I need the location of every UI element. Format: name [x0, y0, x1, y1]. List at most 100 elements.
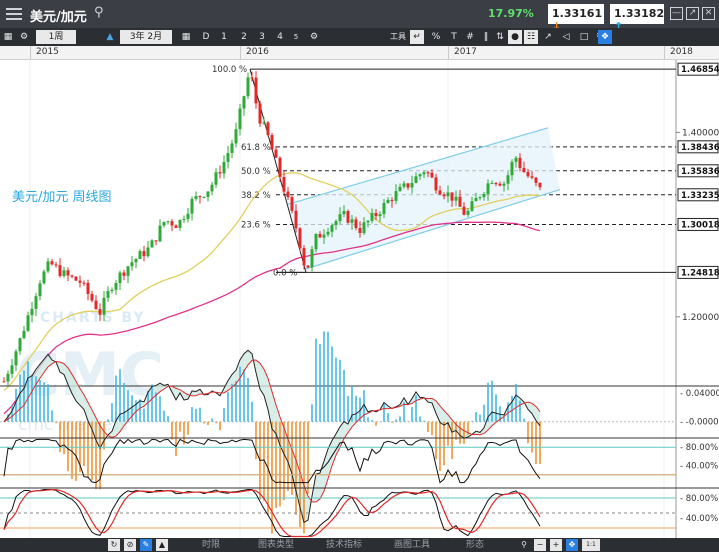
candle-body	[398, 186, 402, 192]
calendar-icon[interactable]: ▦	[181, 32, 191, 42]
ask-price-button[interactable]: 1.33182 ↑	[610, 4, 665, 33]
candle-body	[310, 249, 314, 268]
zoom-icon[interactable]: ⚲	[521, 540, 527, 549]
tools-label[interactable]: 工具	[390, 32, 406, 41]
candle-body	[66, 270, 70, 276]
zoom-out-icon[interactable]: −	[534, 539, 546, 551]
text-icon[interactable]: T	[451, 32, 457, 42]
fit-icon[interactable]: ✥	[566, 539, 578, 551]
candle-body	[102, 297, 106, 315]
price-level-label: 1.46854	[681, 65, 719, 75]
candle-body	[366, 220, 370, 223]
candle-body	[198, 196, 202, 198]
crosshair-icon[interactable]: #	[466, 32, 474, 42]
table-icon[interactable]: ▦	[3, 32, 13, 42]
percent-button[interactable]: %	[431, 32, 441, 42]
indicator-icon[interactable]: ●	[508, 30, 522, 44]
pencil-icon[interactable]: ✎	[140, 539, 152, 551]
period-4-button[interactable]: 4	[277, 32, 283, 42]
candle-body	[506, 175, 510, 184]
settings-icon[interactable]: ⚙	[309, 32, 319, 42]
axis-tick-label: 1.20000	[682, 313, 719, 323]
price-axis: 1.40000 1.20000 1.46854 1.38436 1.35836 1.332…	[676, 62, 719, 323]
moving-average-slow	[3, 221, 541, 415]
refresh-icon[interactable]: ↻	[108, 539, 120, 551]
candle-body	[10, 365, 14, 374]
candle-body	[2, 381, 6, 383]
person-icon[interactable]: ▲	[106, 32, 114, 42]
date-range-select[interactable]: 3年 2月	[120, 30, 172, 44]
compare-icon[interactable]: ☷	[524, 30, 538, 44]
candle-body	[74, 276, 78, 281]
eraser-icon[interactable]: ◁	[562, 32, 570, 42]
candle-body	[250, 77, 254, 79]
period-5-button[interactable]: 5	[293, 33, 299, 41]
bars-icon[interactable]: ‖	[483, 32, 489, 42]
candle-body	[162, 221, 166, 226]
candle-body	[438, 190, 442, 195]
price-level-box	[677, 62, 719, 76]
candlesticks	[2, 71, 542, 386]
year-label: 2015	[36, 47, 59, 57]
candle-body	[370, 213, 374, 221]
magnet-icon[interactable]: ❖	[598, 30, 612, 44]
instrument-symbol[interactable]: 美元/加元	[30, 10, 87, 25]
bid-price-button[interactable]: 1.33161 ↓	[548, 4, 604, 33]
candle-body	[354, 219, 358, 229]
candle-body	[330, 225, 334, 232]
price-level-label: 1.33235	[681, 191, 719, 201]
period-1-button[interactable]: 1	[221, 32, 227, 42]
zoom-ratio[interactable]: 1:1	[582, 539, 600, 551]
fib-level-label: 61.8 %	[241, 143, 271, 153]
fib-level-label: 0.0 %	[273, 268, 297, 278]
candle-body	[334, 221, 338, 226]
close-icon[interactable]: ✕	[702, 7, 715, 20]
tab-timeframe[interactable]: 时限	[202, 540, 221, 550]
zoom-in-icon[interactable]: +	[550, 539, 562, 551]
cursor-icon[interactable]: ↵	[410, 30, 424, 44]
period-3-button[interactable]: 3	[259, 32, 265, 42]
candle-body	[402, 183, 406, 187]
fill-icon[interactable]: ▲	[156, 539, 168, 551]
candle-body	[526, 172, 530, 177]
tab-chart-type[interactable]: 图表类型	[258, 540, 295, 550]
box-icon[interactable]: □	[579, 32, 589, 42]
trend-icon[interactable]: ↗	[544, 32, 552, 42]
candle-body	[286, 191, 290, 198]
tab-drawing-tools[interactable]: 画图工具	[394, 540, 431, 550]
candle-body	[298, 228, 302, 249]
candle-body	[302, 248, 306, 266]
candle-body	[6, 373, 10, 382]
tab-indicators[interactable]: 技术指标	[326, 540, 363, 550]
chart-title: 美元/加元 周线图	[12, 190, 112, 205]
candle-icon[interactable]: ⇅	[496, 32, 504, 42]
search-icon[interactable]: ⚲	[94, 5, 104, 20]
candle-body	[278, 157, 282, 177]
tab-patterns[interactable]: 形态	[466, 540, 485, 550]
candle-body	[158, 225, 162, 242]
candle-body	[14, 351, 18, 366]
gear-icon[interactable]: ⚙	[19, 32, 29, 42]
cancel-icon[interactable]: ⊘	[124, 539, 136, 551]
year-tick	[30, 46, 31, 59]
price-level-box	[677, 188, 719, 202]
period-d-button[interactable]: D	[202, 32, 210, 42]
price-level-box	[677, 164, 719, 178]
arrow-up-icon: ↑	[614, 20, 624, 33]
candle-body	[150, 240, 154, 248]
bottom-bar: ↻ ⊘ ✎ ▲ 时限 图表类型 技术指标 画图工具 形态 ⚲ − + ✥ 1:1	[0, 538, 719, 552]
price-level-label: 1.30018	[681, 220, 719, 230]
candle-body	[134, 258, 138, 263]
ask-price: 1.33182	[614, 7, 665, 20]
candle-body	[34, 296, 38, 309]
minimize-icon[interactable]: —	[670, 7, 683, 20]
popout-icon[interactable]: ↗	[686, 7, 699, 20]
chart-toolbar: ▦ ⚙ 1周 ▲ 3年 2月 ▦ D 1 2 3 4 5 ⚙ 工具 ↵ % T …	[0, 28, 719, 46]
price-level-label: 1.38436	[681, 143, 719, 153]
candle-body	[514, 157, 518, 162]
candle-body	[466, 210, 470, 215]
menu-icon[interactable]	[6, 6, 22, 22]
period-2-button[interactable]: 2	[241, 32, 247, 42]
interval-select[interactable]: 1周	[36, 30, 76, 44]
